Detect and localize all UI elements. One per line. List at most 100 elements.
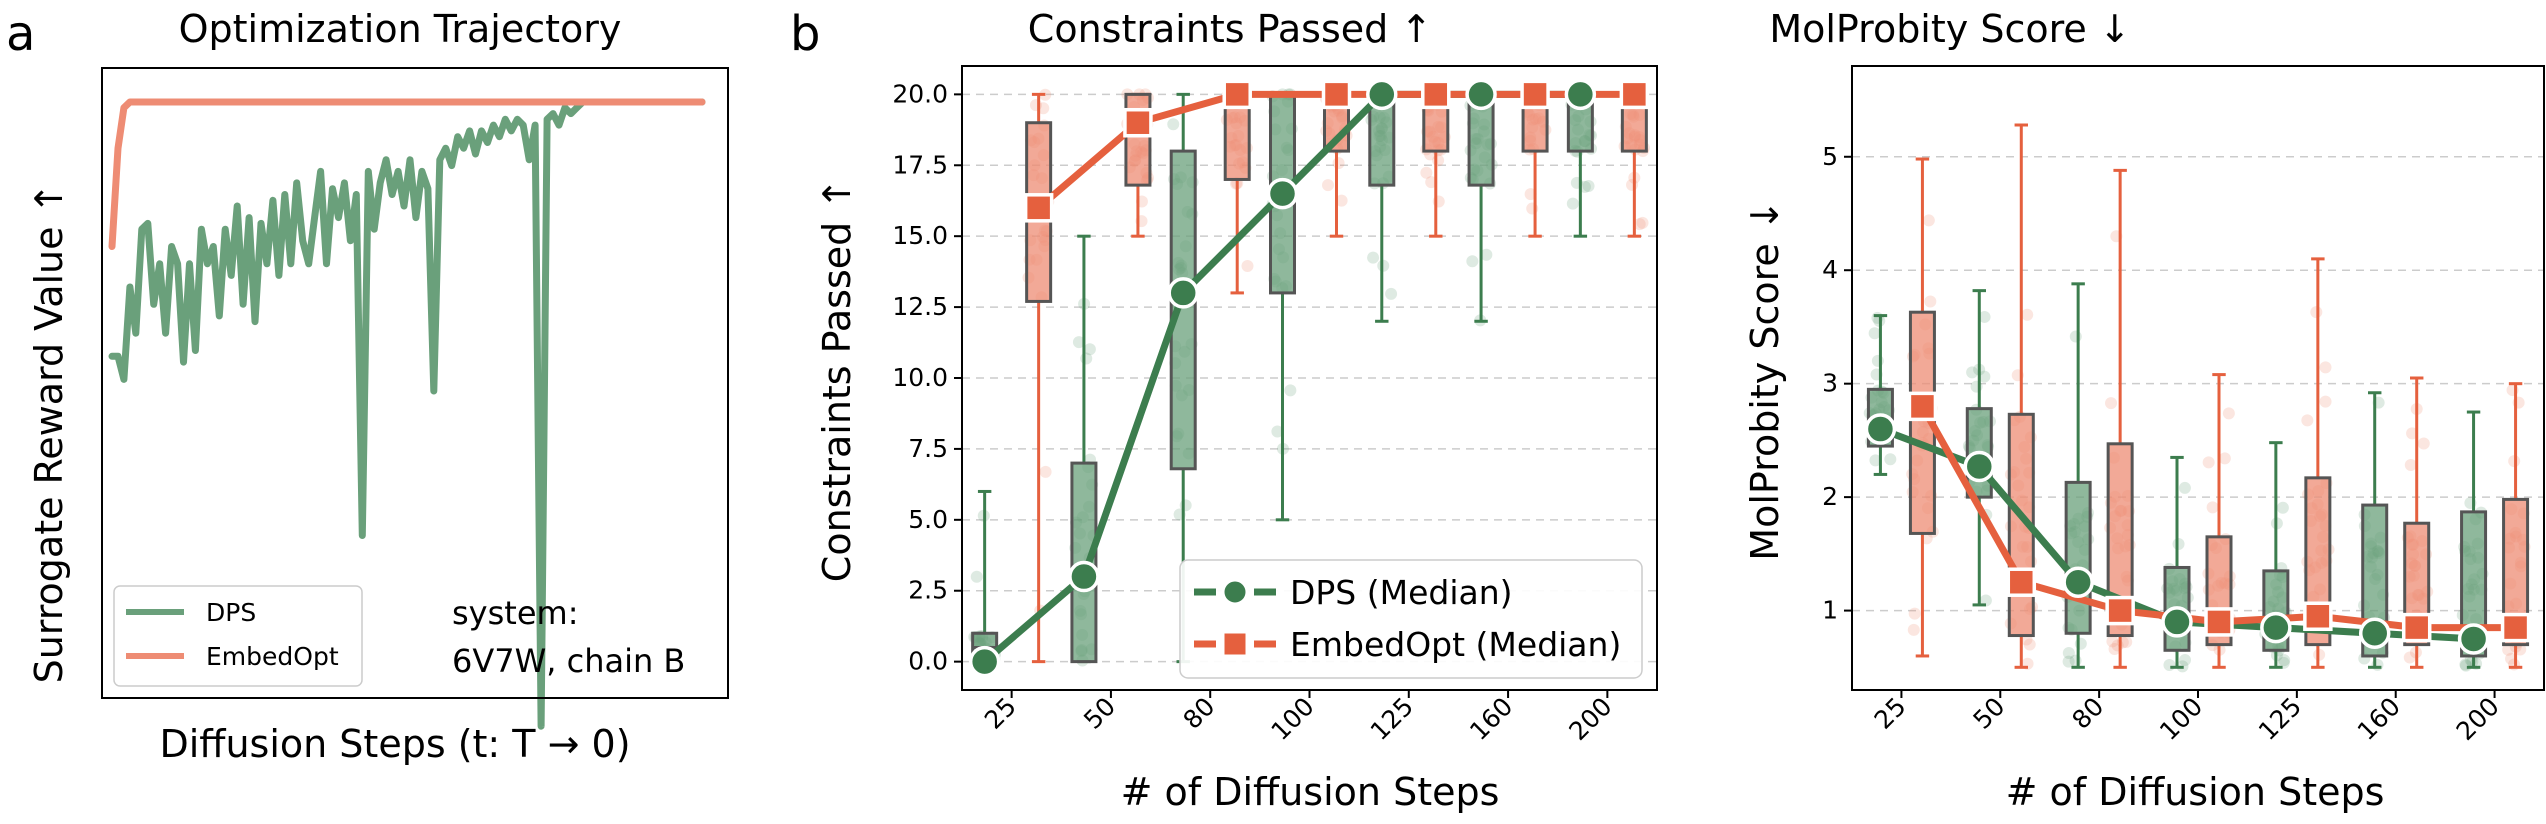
median-marker-embedopt [2105, 595, 2135, 626]
median-marker-dps [1068, 560, 1100, 593]
median-marker-embedopt [1123, 107, 1153, 138]
strip-point [1167, 118, 1180, 131]
strip-point [1908, 607, 1921, 620]
strip-point [2222, 407, 2235, 420]
box-dps-80 [2064, 480, 2092, 635]
y-tick-label: 1 [1822, 596, 1838, 625]
legend-label-dps-median: DPS (Median) [1290, 573, 1513, 612]
panel-c-frame [1851, 65, 2545, 691]
panel-letter-a: a [6, 6, 35, 62]
panel-c-xlabel: # of Diffusion Steps [2006, 770, 2385, 814]
strip-point [1385, 287, 1398, 300]
strip-point [2163, 658, 2176, 671]
strip-point [1241, 260, 1254, 273]
strip-point [2403, 651, 2416, 664]
median-marker-dps [2062, 566, 2094, 598]
strip-point [1284, 384, 1297, 397]
y-tick-label: 17.5 [892, 150, 948, 179]
annotation-system-value: 6V7W, chain B [452, 642, 685, 680]
strip-point [1884, 453, 1897, 466]
strip-point [2178, 481, 2191, 494]
strip-point [2278, 654, 2291, 667]
median-marker-embedopt [1907, 391, 1938, 422]
strip-point [2276, 501, 2289, 514]
legend-label-embedopt-median: EmbedOpt (Median) [1290, 625, 1621, 664]
median-marker-dps [2161, 606, 2193, 638]
strip-point [1029, 99, 1042, 112]
strip-point [1978, 310, 1991, 323]
strip-point [2301, 414, 2314, 427]
annotation-system-label: system: [452, 594, 578, 632]
y-tick-label: 5.0 [908, 505, 948, 534]
y-tick-label: 15.0 [892, 221, 948, 250]
median-marker-dps [1167, 277, 1199, 309]
strip-point [1924, 295, 1937, 308]
strip-point [1420, 166, 1433, 179]
panel-a-title: Optimization Trajectory [179, 7, 622, 51]
median-marker-embedopt [1321, 79, 1352, 110]
median-marker-dps [2457, 623, 2490, 655]
panel-a-ylabel: Surrogate Reward Value ↑ [27, 183, 71, 684]
panel-c-chart: MolProbity Score ↓ MolProbity Score ↓ # … [1743, 7, 2545, 814]
x-tick-label: 125 [2253, 692, 2307, 746]
strip-point [1566, 197, 1579, 210]
strip-point [2069, 330, 2082, 343]
panel-letter-b: b [790, 6, 820, 62]
strip-point [1083, 343, 1096, 356]
median-marker-embedopt [1222, 79, 1252, 110]
legend-label-dps: DPS [206, 598, 256, 627]
strip-point [1871, 354, 1884, 367]
strip-point [1335, 194, 1348, 207]
x-tick-label: 200 [2451, 692, 2505, 746]
strip-point [2319, 395, 2332, 408]
strip-point [2062, 647, 2075, 660]
strip-point [1582, 179, 1595, 192]
strip-point [2319, 361, 2332, 374]
panel-b-title: Constraints Passed ↑ [1028, 7, 1432, 51]
strip-point [1466, 255, 1479, 268]
median-marker-dps [1963, 450, 1996, 483]
strip-point [2502, 643, 2515, 656]
strip-point [2106, 635, 2119, 648]
panel-a-frame [101, 67, 729, 699]
median-marker-dps [1366, 78, 1398, 111]
y-tick-label: 2.5 [908, 576, 948, 605]
x-tick-label: 25 [979, 692, 1022, 735]
median-marker-dps [1266, 177, 1299, 210]
median-marker-dps [1864, 413, 1897, 445]
panel-c-title: MolProbity Score ↓ [1769, 7, 2130, 51]
panel-a-legend: DPS EmbedOpt [113, 585, 363, 687]
panel-b-legend: DPS (Median) EmbedOpt (Median) [1179, 559, 1643, 679]
strip-point [1907, 623, 1920, 636]
y-tick-label: 7.5 [908, 434, 948, 463]
y-tick-label: 20.0 [892, 79, 948, 108]
strip-point [2206, 501, 2219, 514]
strip-point [1978, 370, 1991, 383]
x-tick-label: 80 [2066, 692, 2109, 735]
strip-point [2218, 452, 2231, 465]
median-marker-dps [1564, 78, 1597, 111]
y-tick-label: 0.0 [908, 647, 948, 676]
y-tick-label: 4 [1822, 255, 1838, 284]
strip-point [1039, 465, 1052, 478]
y-tick-label: 10.0 [892, 363, 948, 392]
panel-b-chart: Constraints Passed ↑ Constraints Passed … [815, 7, 1658, 814]
panel-b-ylabel: Constraints Passed ↑ [815, 178, 859, 582]
strip-point [1578, 180, 1591, 193]
strip-point [2310, 306, 2323, 319]
strip-point [2105, 397, 2118, 410]
y-tick-label: 5 [1822, 142, 1838, 171]
strip-point [1322, 179, 1335, 192]
median-marker-dps [968, 645, 1001, 678]
y-tick-label: 2 [1822, 482, 1838, 511]
strip-point [1271, 425, 1284, 438]
strip-point [1922, 214, 1935, 227]
panel-b-legend-box [1179, 559, 1643, 679]
median-marker-embedopt [1619, 79, 1650, 110]
x-tick-label: 125 [1365, 692, 1419, 746]
strip-point [1868, 327, 1881, 340]
strip-point [2172, 538, 2185, 551]
x-tick-label: 200 [1563, 692, 1617, 746]
panel-b-xlabel: # of Diffusion Steps [1121, 770, 1500, 814]
